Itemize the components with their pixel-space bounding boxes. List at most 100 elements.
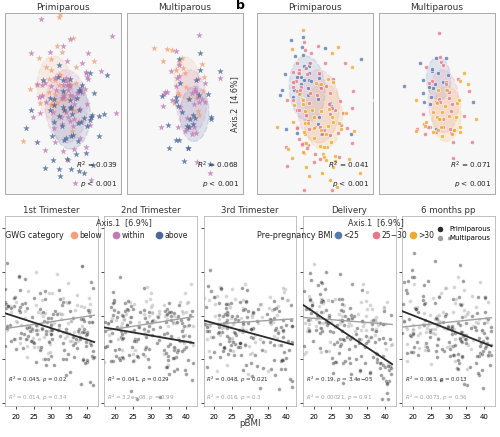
- Point: [206, 115, 214, 122]
- Point: [481, 294, 489, 301]
- Point: [286, 375, 294, 382]
- Point: [239, 319, 247, 326]
- Point: [472, 324, 480, 331]
- Point: [58, 206, 66, 213]
- Point: [82, 343, 90, 350]
- Point: [77, 302, 85, 309]
- Point: [164, 343, 172, 350]
- Point: [312, 316, 320, 323]
- Point: [338, 317, 346, 324]
- Point: [102, 343, 110, 350]
- Point: [295, 70, 303, 77]
- Point: [343, 125, 351, 132]
- Point: [50, 76, 58, 83]
- Point: [300, 130, 308, 137]
- Point: [194, 93, 202, 100]
- Point: [180, 157, 188, 164]
- Point: [316, 143, 324, 150]
- Point: [429, 329, 437, 336]
- Point: [56, 71, 64, 78]
- Point: [71, 339, 79, 346]
- Point: [160, 346, 168, 353]
- Point: [270, 341, 278, 348]
- Point: [350, 128, 358, 135]
- Point: [185, 333, 193, 340]
- Point: [374, 321, 382, 328]
- Point: [419, 111, 427, 118]
- Point: [157, 124, 165, 131]
- Point: [10, 295, 18, 302]
- Point: [207, 113, 215, 120]
- Point: [455, 359, 463, 366]
- Point: [450, 127, 458, 134]
- Point: [206, 169, 214, 176]
- Point: [76, 88, 84, 95]
- Point: [328, 298, 336, 305]
- Point: [164, 309, 172, 316]
- Point: [36, 109, 44, 116]
- Point: [14, 274, 22, 281]
- Point: [70, 315, 78, 322]
- Point: [56, 295, 64, 302]
- Point: [458, 353, 466, 360]
- Point: [106, 338, 114, 345]
- Point: [318, 107, 326, 114]
- Point: [46, 94, 54, 101]
- Point: [305, 100, 313, 107]
- Text: Axis.1  [6.9%]: Axis.1 [6.9%]: [96, 218, 152, 227]
- Point: [302, 305, 310, 312]
- Point: [289, 118, 297, 125]
- Point: [46, 352, 54, 359]
- Point: [299, 52, 307, 59]
- Point: [36, 347, 44, 354]
- Point: [377, 371, 385, 378]
- Point: [20, 307, 28, 314]
- Point: [38, 297, 46, 304]
- Point: [419, 293, 427, 300]
- Point: [144, 328, 152, 335]
- Point: [329, 329, 337, 336]
- Point: [167, 67, 175, 74]
- Point: [458, 301, 466, 308]
- Point: [136, 309, 144, 316]
- Point: [142, 333, 150, 340]
- Point: [146, 295, 154, 302]
- Point: [348, 335, 356, 342]
- Point: [176, 337, 184, 344]
- Point: [46, 322, 54, 329]
- Point: [386, 366, 394, 373]
- Point: [434, 335, 442, 342]
- Point: [474, 320, 482, 327]
- Point: [426, 101, 434, 108]
- Point: [142, 343, 150, 350]
- Point: [36, 15, 44, 22]
- Point: [76, 106, 84, 113]
- Point: [478, 366, 486, 373]
- Point: [362, 332, 370, 339]
- Point: [11, 336, 19, 343]
- Point: [178, 55, 186, 62]
- Point: [80, 169, 88, 176]
- Point: [414, 309, 422, 316]
- Point: [72, 344, 80, 351]
- Point: [116, 357, 124, 364]
- Point: [451, 336, 459, 343]
- Point: [84, 329, 92, 336]
- Title: Primiparous: Primiparous: [288, 3, 342, 12]
- Point: [42, 327, 50, 334]
- Point: [231, 329, 239, 336]
- Point: [382, 346, 390, 353]
- Point: [456, 128, 464, 135]
- Point: [444, 88, 452, 95]
- Point: [108, 329, 116, 336]
- Point: [76, 134, 84, 141]
- Point: [156, 323, 164, 330]
- Point: [67, 105, 75, 112]
- Point: [128, 343, 136, 350]
- Point: [52, 43, 60, 50]
- Point: [472, 304, 480, 311]
- Text: Pre-pregnancy BMI: Pre-pregnancy BMI: [257, 231, 333, 240]
- Point: [318, 279, 326, 286]
- Point: [218, 325, 226, 332]
- Point: [156, 394, 164, 401]
